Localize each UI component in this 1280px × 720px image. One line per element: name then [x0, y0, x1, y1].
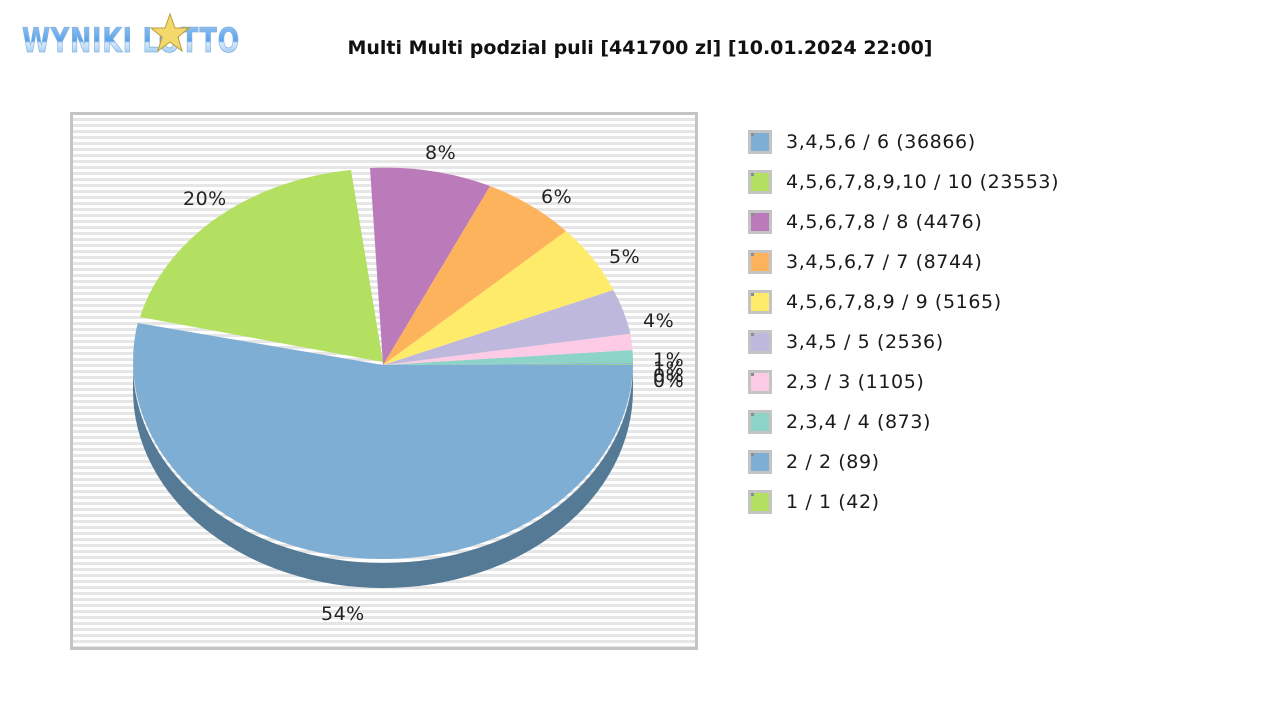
legend-item: 4,5,6,7,8,9,10 / 10 (23553)	[748, 162, 1059, 202]
legend-item: 2,3,4 / 4 (873)	[748, 402, 1059, 442]
label-6: 6%	[541, 186, 572, 208]
legend-label: 4,5,6,7,8,9,10 / 10 (23553)	[786, 171, 1060, 193]
legend-item: 3,4,5,6 / 6 (36866)	[748, 122, 1059, 162]
legend-item: 3,4,5 / 5 (2536)	[748, 322, 1059, 362]
logo-graphic: WYNIKI LOTTO	[22, 12, 240, 61]
chart-legend: 3,4,5,6 / 6 (36866) 4,5,6,7,8,9,10 / 10 …	[748, 122, 1059, 522]
wyniki-lotto-logo: WYNIKI LOTTO	[20, 12, 242, 61]
slice-45678	[370, 167, 490, 365]
star-icon	[149, 12, 191, 53]
slice-345	[383, 290, 631, 365]
slice-234	[383, 350, 634, 365]
legend-swatch	[748, 370, 772, 394]
label-0a: 0%	[653, 365, 684, 387]
legend-item: 1 / 1 (42)	[748, 482, 1059, 522]
legend-swatch	[748, 290, 772, 314]
legend-swatch	[748, 450, 772, 474]
pie-plot-area: 54% 20% 8% 6% 5% 4% 1% 1% 0% 0%	[70, 112, 698, 650]
label-54: 54%	[321, 603, 365, 625]
label-1b: 1%	[653, 358, 684, 380]
legend-label: 3,4,5,6 / 6 (36866)	[786, 131, 976, 153]
label-4: 4%	[643, 310, 674, 332]
label-20: 20%	[183, 188, 227, 210]
legend-swatch	[748, 170, 772, 194]
pie-slices	[133, 167, 634, 560]
slice-23	[383, 333, 633, 365]
slice-3456	[133, 323, 634, 560]
svg-text:WYNIKI LOTTO: WYNIKI LOTTO	[22, 21, 240, 60]
legend-item: 3,4,5,6,7 / 7 (8744)	[748, 242, 1059, 282]
legend-item: 4,5,6,7,8,9 / 9 (5165)	[748, 282, 1059, 322]
chart-title: Multi Multi podzial puli [441700 zl] [10…	[347, 37, 933, 59]
legend-swatch	[748, 490, 772, 514]
slice-456789	[383, 231, 614, 365]
slice-1-1	[383, 364, 634, 365]
legend-label: 3,4,5 / 5 (2536)	[786, 331, 944, 353]
legend-label: 4,5,6,7,8,9 / 9 (5165)	[786, 291, 1002, 313]
slice-2-2	[383, 363, 634, 365]
legend-label: 4,5,6,7,8 / 8 (4476)	[786, 211, 983, 233]
legend-swatch	[748, 130, 772, 154]
label-1a: 1%	[653, 349, 684, 371]
legend-label: 2 / 2 (89)	[786, 451, 880, 473]
legend-swatch	[748, 210, 772, 234]
legend-swatch	[748, 250, 772, 274]
legend-label: 1 / 1 (42)	[786, 491, 880, 513]
legend-item: 2 / 2 (89)	[748, 442, 1059, 482]
slice-45678910	[140, 170, 383, 362]
label-5: 5%	[609, 246, 640, 268]
label-8: 8%	[425, 142, 456, 164]
legend-swatch	[748, 330, 772, 354]
legend-item: 2,3 / 3 (1105)	[748, 362, 1059, 402]
legend-label: 3,4,5,6,7 / 7 (8744)	[786, 251, 983, 273]
legend-label: 2,3,4 / 4 (873)	[786, 411, 932, 433]
label-0b: 0%	[653, 370, 684, 392]
legend-item: 4,5,6,7,8 / 8 (4476)	[748, 202, 1059, 242]
slice-34567	[383, 186, 566, 365]
pie-chart: 54% 20% 8% 6% 5% 4% 1% 1% 0% 0%	[133, 142, 684, 625]
legend-label: 2,3 / 3 (1105)	[786, 371, 925, 393]
legend-swatch	[748, 410, 772, 434]
slice-labels: 54% 20% 8% 6% 5% 4% 1% 1% 0% 0%	[183, 142, 684, 625]
